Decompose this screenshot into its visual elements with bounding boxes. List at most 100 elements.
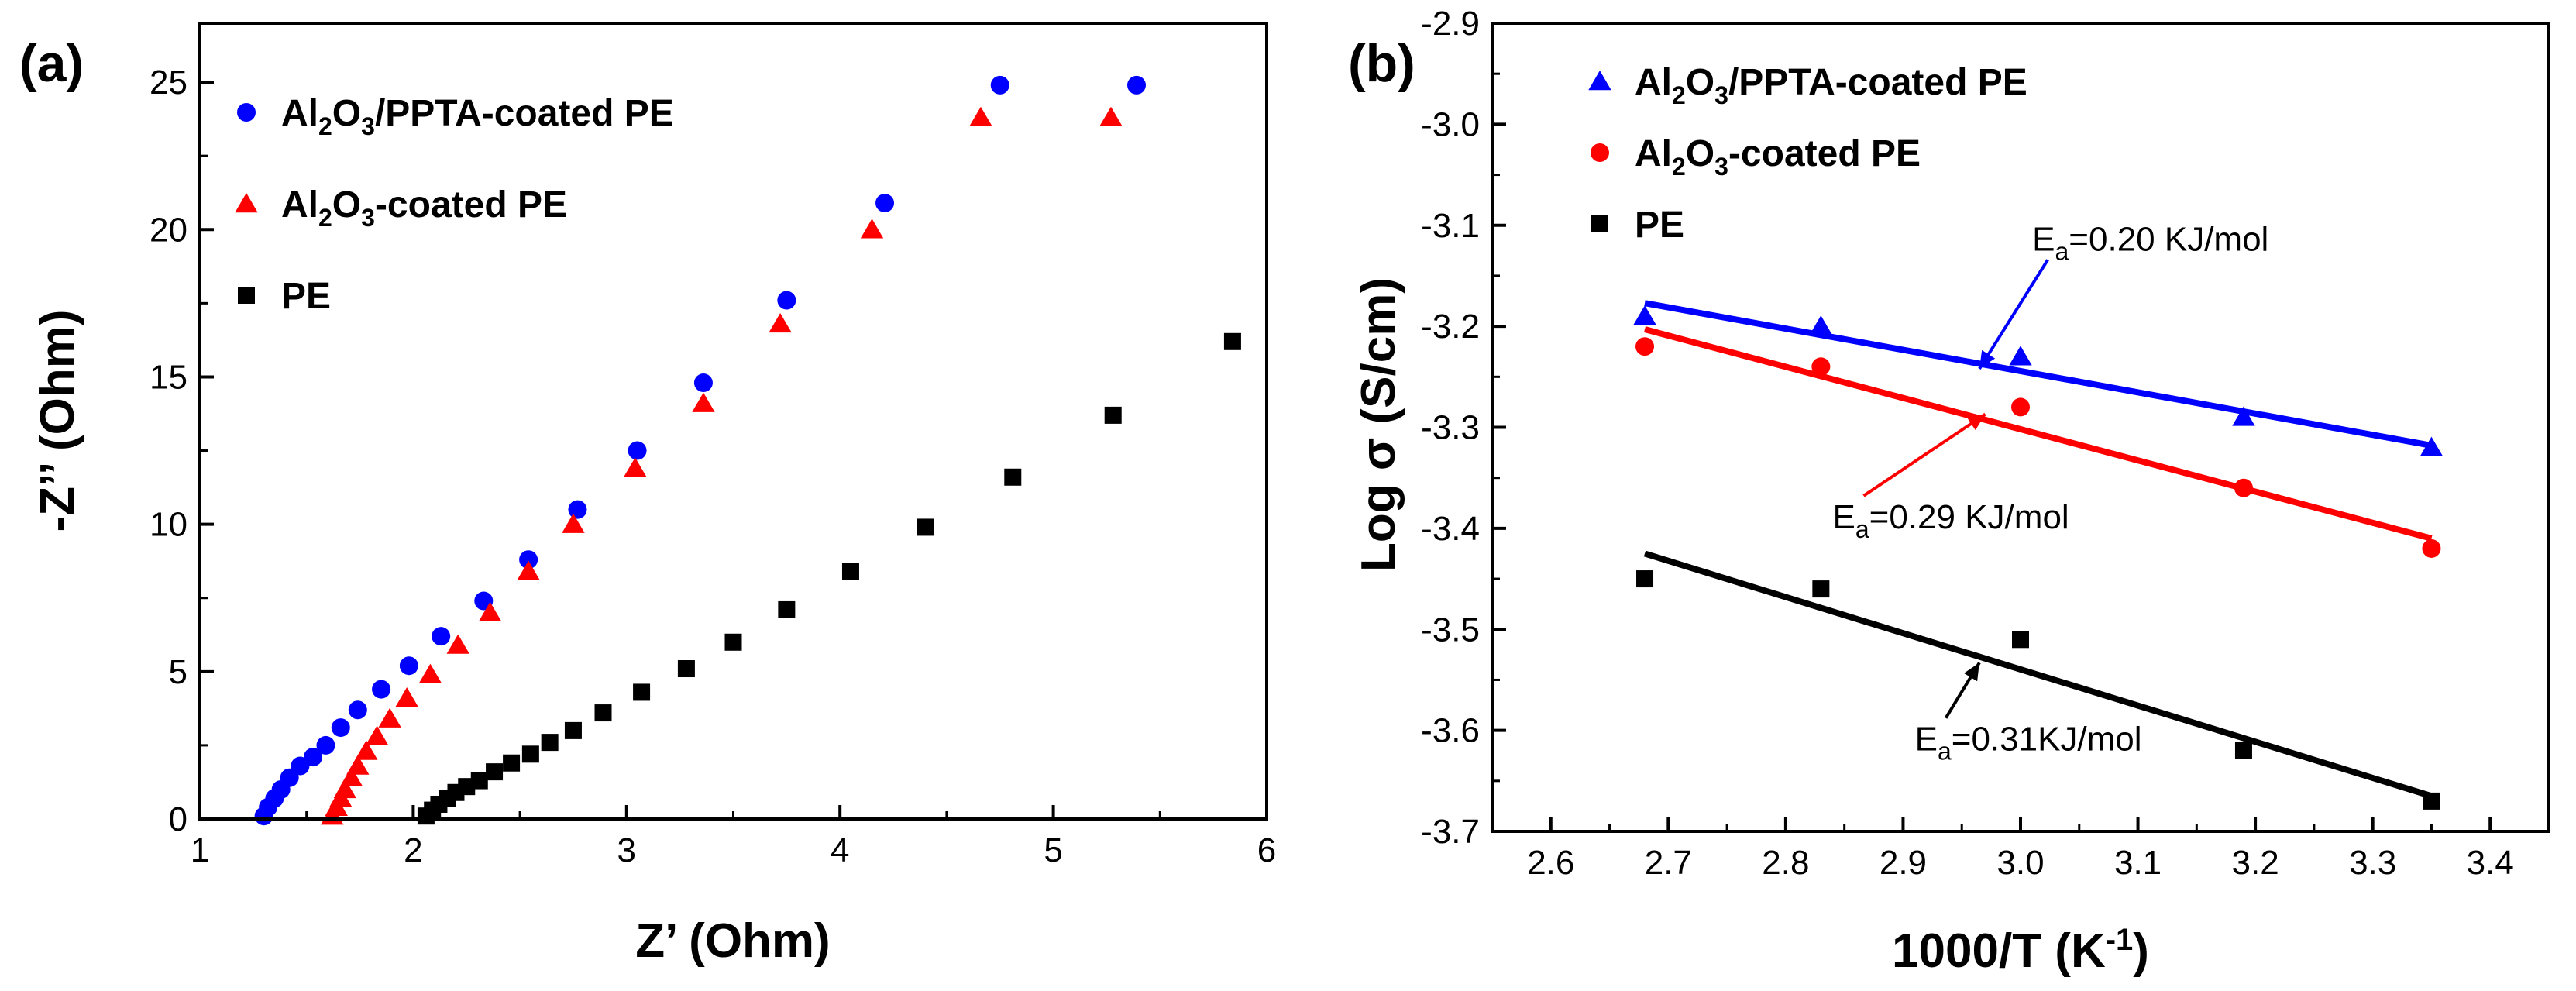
annotation-arrow-0 xyxy=(1978,259,2049,370)
a-series-2-point xyxy=(1104,406,1122,424)
a-x-tick-label: 5 xyxy=(1044,831,1062,869)
a-legend-marker-0 xyxy=(237,103,256,122)
b-series-2-point xyxy=(2234,742,2252,759)
b-series-2-point xyxy=(2012,631,2029,649)
b-series-2-point xyxy=(1812,580,1830,598)
a-series-2-point xyxy=(724,633,742,651)
a-y-tick-label: 20 xyxy=(150,211,187,249)
panel-a-plot-frame xyxy=(198,22,1268,821)
a-series-1-point xyxy=(692,392,715,412)
b-y-tick-label: -2.9 xyxy=(1421,5,1480,43)
b-series-2-point xyxy=(1636,570,1654,588)
panel-b: (b) 2.6 2.7 2.8 2.9 3.0 3.1 3.2 3.3 3.4 -3.7 -3.6 -… xyxy=(1348,5,2550,978)
b-series-1-point xyxy=(1635,337,1655,356)
panel-b-y-axis-label: Log σ (S/cm) xyxy=(1352,277,1405,572)
a-legend-label-1-part-3: 3 xyxy=(361,204,375,232)
b-x-tick-label: 2.7 xyxy=(1645,844,1692,882)
panel-b-x-axis-label-superscript: -1 xyxy=(2106,923,2134,957)
a-series-1-point xyxy=(346,755,370,775)
b-fit-line-2 xyxy=(1643,550,2433,800)
b-series-1-point xyxy=(2234,478,2253,497)
a-legend-label-1-part-4: -coated PE xyxy=(375,184,567,225)
b-series-1-point xyxy=(2011,397,2030,417)
a-series-2-point xyxy=(521,745,539,763)
b-series-2-point xyxy=(2423,792,2440,810)
b-y-tick-label: -3.3 xyxy=(1421,409,1480,447)
a-series-0-point xyxy=(628,441,647,460)
a-legend-label-0-part-4: /PPTA-coated PE xyxy=(375,93,674,134)
a-series-1-point xyxy=(562,513,585,533)
a-series-2-point xyxy=(633,683,651,701)
panel-b-x-axis-label-close: ) xyxy=(2133,924,2149,978)
a-series-1-point xyxy=(339,766,363,786)
a-legend-label-0-part-0: Al xyxy=(281,93,318,134)
a-series-0-point xyxy=(432,627,451,646)
b-x-tick-label: 3.4 xyxy=(2467,844,2514,882)
panel-a-marks xyxy=(254,75,1241,826)
annotation-arrowhead-0 xyxy=(1979,349,1996,369)
a-x-tick-label: 2 xyxy=(404,831,422,869)
annotation-label-0-e: E xyxy=(2032,220,2055,258)
b-legend-label-1-part-4: -coated PE xyxy=(1728,133,1921,174)
a-y-tick-label: 25 xyxy=(150,64,187,102)
b-y-tick-label: -3.6 xyxy=(1421,712,1480,750)
annotation-arrow-1 xyxy=(1862,412,1986,497)
a-series-0-point xyxy=(568,500,587,519)
b-legend-label-1-part-3: 3 xyxy=(1714,153,1728,181)
a-series-1-point xyxy=(365,725,389,745)
annotation-label-0-sub: a xyxy=(2055,237,2069,265)
b-series-0-point xyxy=(2009,346,2032,366)
panel-a-x-axis-label: Z’ (Ohm) xyxy=(635,914,830,968)
b-x-tick-label: 2.8 xyxy=(1762,844,1809,882)
b-series-0-point xyxy=(1633,305,1656,325)
a-y-tick-label: 5 xyxy=(169,653,187,691)
a-series-2-point xyxy=(1004,468,1022,486)
a-x-tick-label: 3 xyxy=(617,831,636,869)
a-series-0-point xyxy=(875,194,895,213)
panel-b-x-axis-label: 1000/T (K-1) xyxy=(1892,923,2149,978)
a-series-1-point xyxy=(860,219,884,239)
annotation-arrowhead-1 xyxy=(1966,414,1986,431)
a-legend-label-1-part-1: 2 xyxy=(318,204,332,232)
a-series-1-point xyxy=(517,560,540,580)
a-series-2-point xyxy=(594,704,612,722)
a-series-0-point xyxy=(777,291,796,310)
panel-a-ticks: 1 2 3 4 5 6 0 5 10 15 20 25 xyxy=(150,64,1276,869)
b-fit-line-0 xyxy=(1644,300,2433,449)
a-series-1-point xyxy=(378,707,401,728)
b-legend-label-1-part-2: O xyxy=(1686,133,1714,174)
b-series-0-point xyxy=(2420,436,2444,456)
b-fit-line-1 xyxy=(1643,326,2433,542)
a-series-2-point xyxy=(458,778,476,796)
b-legend-label-0-part-4: /PPTA-coated PE xyxy=(1728,62,2027,103)
b-x-tick-label: 2.9 xyxy=(1880,844,1927,882)
a-series-0-point xyxy=(280,768,299,787)
panel-b-x-axis-label-text: 1000/T (K xyxy=(1892,924,2106,978)
a-series-1-point xyxy=(333,778,356,799)
a-y-tick-label: 0 xyxy=(169,800,187,838)
b-legend-label-2-text: PE xyxy=(1635,205,1684,246)
a-series-0-point xyxy=(372,680,391,699)
a-legend-label-2-text: PE xyxy=(281,276,331,317)
a-x-tick-label: 4 xyxy=(831,831,849,869)
a-series-2-point xyxy=(841,563,859,580)
annotation-label-1-sub: a xyxy=(1855,515,1869,543)
a-series-2-point xyxy=(917,518,934,536)
a-legend-label-0-part-1: 2 xyxy=(318,112,332,140)
a-legend-label-0-text: Al2O3/PPTA-coated PE xyxy=(281,93,674,140)
a-y-tick-label: 10 xyxy=(150,506,187,544)
a-series-0-point xyxy=(399,656,418,676)
a-legend-label-1-part-2: O xyxy=(332,184,361,225)
b-y-tick-label: -3.5 xyxy=(1421,611,1480,649)
annotation-label-2-rest: =0.31KJ/mol xyxy=(1952,721,2142,759)
b-x-tick-label: 3.3 xyxy=(2349,844,2396,882)
a-series-0-point xyxy=(348,700,367,720)
b-legend-label-0-part-1: 2 xyxy=(1672,81,1686,109)
a-series-2-point xyxy=(541,734,559,752)
annotation-label-2: Ea=0.31KJ/mol xyxy=(1915,721,2142,766)
annotation-label-1-rest: =0.29 KJ/mol xyxy=(1869,498,2069,536)
b-legend-marker-1 xyxy=(1591,143,1609,162)
b-x-tick-label: 3.0 xyxy=(1996,844,2044,882)
b-legend-marker-0 xyxy=(1588,71,1611,91)
